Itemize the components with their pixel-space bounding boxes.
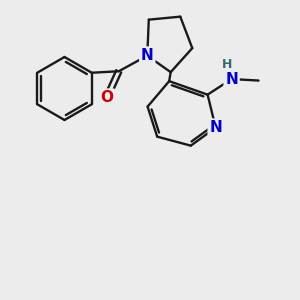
Text: O: O: [100, 90, 113, 105]
Text: N: N: [141, 48, 154, 63]
Text: N: N: [209, 120, 222, 135]
Text: H: H: [222, 58, 232, 71]
Text: N: N: [225, 71, 238, 86]
